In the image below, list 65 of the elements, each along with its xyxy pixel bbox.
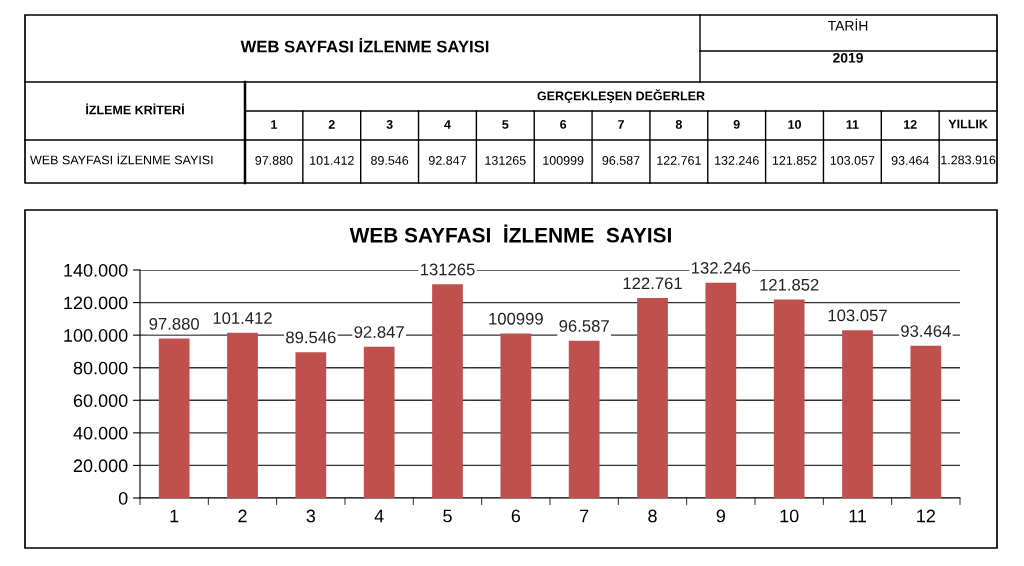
category-label: 8 bbox=[675, 120, 682, 129]
text: İZLEME KRİTERİ bbox=[86, 103, 184, 115]
text: 96.587 bbox=[602, 156, 640, 165]
x-tick-label: 10 bbox=[780, 509, 799, 523]
text: 92.847 bbox=[428, 156, 466, 165]
text: 131265 bbox=[485, 156, 526, 165]
text: 2019 bbox=[833, 52, 863, 63]
text: TARİH bbox=[827, 18, 868, 31]
text: GERÇEKLEŞEN DEĞERLER bbox=[537, 89, 705, 103]
category-label: 12 bbox=[904, 120, 917, 129]
text: WEB SAYFASI İZLENME SAYISI bbox=[30, 153, 213, 165]
chart-title: WEB SAYFASI İZLENME SAYISI bbox=[349, 224, 671, 243]
text: YILLIK bbox=[948, 119, 988, 129]
data-label: 93.464 bbox=[901, 325, 951, 337]
category-label: 5 bbox=[502, 120, 509, 129]
x-tick-label: 9 bbox=[716, 509, 725, 523]
data-label: 122.761 bbox=[623, 277, 682, 290]
text: 101.412 bbox=[310, 156, 354, 165]
x-tick-label: 8 bbox=[648, 509, 657, 523]
y-tick-label: 120.000 bbox=[64, 296, 128, 310]
data-label: 132.246 bbox=[691, 261, 751, 274]
y-tick-label: 20.000 bbox=[73, 459, 128, 473]
data-label: 97.880 bbox=[149, 317, 200, 330]
text: 103.057 bbox=[830, 156, 875, 165]
category-label: 2 bbox=[328, 120, 335, 129]
category-label: 9 bbox=[733, 120, 740, 129]
data-label: 103.057 bbox=[828, 309, 887, 322]
category-label: 11 bbox=[846, 120, 859, 129]
text: 121.852 bbox=[772, 156, 817, 165]
y-tick-label: 80.000 bbox=[73, 361, 128, 375]
y-tick-label: 40.000 bbox=[73, 426, 128, 440]
x-tick-label: 3 bbox=[306, 509, 316, 523]
category-label: 10 bbox=[788, 120, 801, 129]
x-tick-label: 2 bbox=[238, 509, 247, 523]
category-label: 6 bbox=[560, 120, 567, 129]
text: 100999 bbox=[543, 156, 584, 165]
data-label: 92.847 bbox=[354, 326, 404, 338]
text: 132.246 bbox=[715, 156, 759, 165]
text: 1.283.916 bbox=[941, 155, 996, 165]
data-label: 89.546 bbox=[286, 331, 336, 344]
x-tick-label: 5 bbox=[443, 509, 452, 523]
x-tick-label: 11 bbox=[849, 509, 866, 523]
text: 89.546 bbox=[371, 156, 409, 165]
y-tick-label: 60.000 bbox=[73, 394, 128, 408]
y-tick-label: 100.000 bbox=[64, 329, 128, 342]
x-tick-label: 7 bbox=[580, 509, 589, 523]
text: 97.880 bbox=[255, 156, 293, 165]
data-label: 121.852 bbox=[760, 278, 819, 291]
x-tick-label: 4 bbox=[374, 509, 384, 523]
data-label: 100999 bbox=[489, 312, 543, 325]
category-label: 4 bbox=[444, 120, 451, 129]
text: WEB SAYFASI İZLENME SAYISI bbox=[240, 38, 489, 53]
x-tick-label: 12 bbox=[917, 509, 935, 523]
category-label: 1 bbox=[271, 120, 278, 129]
category-label: 3 bbox=[386, 120, 393, 129]
data-label: 101.412 bbox=[213, 312, 272, 324]
y-tick-label: 140.000 bbox=[64, 263, 128, 277]
text: 122.761 bbox=[657, 156, 701, 165]
x-tick-label: 1 bbox=[170, 509, 179, 523]
data-label: 96.587 bbox=[559, 320, 609, 332]
data-label: 131265 bbox=[420, 263, 475, 276]
y-tick-label: 0 bbox=[118, 491, 128, 505]
x-tick-label: 6 bbox=[511, 509, 521, 523]
category-label: 7 bbox=[618, 120, 624, 129]
text: 93.464 bbox=[891, 156, 929, 165]
